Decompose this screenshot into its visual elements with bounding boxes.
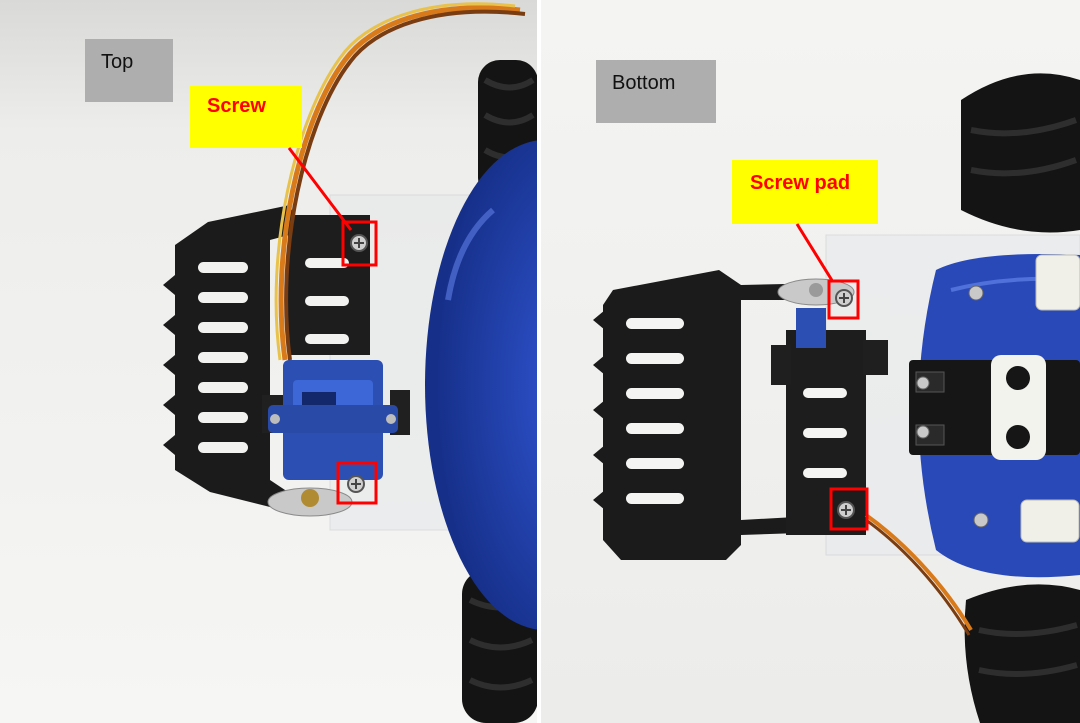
bottom-label: Bottom [596,60,716,123]
top-label: Top [85,39,173,102]
servo-motor [268,360,398,480]
screw-callout: Screw [190,86,302,148]
claw-bracket-bottom [593,270,888,560]
bottom-view-panel: Bottom Screw pad [541,0,1080,723]
claw-bracket [163,205,410,512]
panel-divider [537,0,541,723]
car-body [425,140,537,630]
wheel-bottom-lower [964,584,1080,723]
tracking-sensor [909,355,1080,460]
screw-pad-callout: Screw pad [732,160,878,224]
wheel-bottom-upper [961,73,1080,233]
top-view-panel: Top Screw [0,0,537,723]
